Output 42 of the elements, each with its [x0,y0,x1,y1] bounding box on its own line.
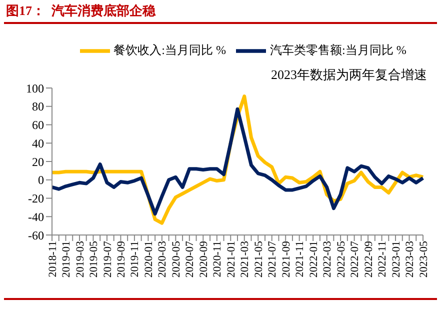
legend-label: 汽车类零售额:当月同比 % [270,42,406,57]
y-tick-label: 80 [32,100,44,114]
x-tick-label: 2021-03 [239,240,252,278]
x-tick-label: 2019-09 [116,240,128,278]
x-tick-label: 2020-03 [156,240,169,278]
y-tick-label: -40 [28,210,44,224]
x-tick-label: 2022-05 [335,240,348,278]
x-tick-label: 2019-11 [129,241,142,278]
x-tick-label: 2021-01 [225,241,238,278]
x-tick-label: 2022-01 [308,241,320,278]
x-tick-label: 2018-11 [46,241,59,278]
y-tick-label: 100 [26,81,44,96]
y-tick-label: -20 [28,192,44,206]
x-tick-label: 2020-09 [198,240,210,278]
x-tick-label: 2021-07 [266,240,279,278]
x-tick-label: 2022-09 [362,240,375,278]
text: 2023年数据为两年复合增速 [271,66,427,84]
x-tick-label: 2020-07 [184,240,196,278]
x-tick-label: 2019-03 [74,240,86,278]
y-tick-label: 20 [32,154,44,169]
x-tick-label: 2023-03 [404,240,416,278]
x-tick-label: 2023-05 [418,240,430,278]
x-tick-label: 2020-11 [212,241,224,278]
x-tick-label: 2021-09 [280,240,292,278]
line-series [50,107,425,216]
x-tick-label: 2022-11 [376,241,389,278]
y-tick-label: -60 [28,228,44,242]
x-tick-label: 2019-01 [60,241,73,278]
y-tick-label: 60 [32,118,44,132]
x-tick-label: 2020-05 [170,240,182,278]
x-tick-label: 2022-07 [349,240,362,278]
x-tick-label: 2020-01 [142,241,155,278]
x-tick-label: 2023-01 [390,241,402,278]
chart-title: 图17： 汽车消费底部企稳 [6,2,156,20]
x-tick-label: 2021-11 [294,241,306,278]
y-tick-label: 0 [38,173,44,188]
legend-label: 餐饮收入:当月同比 % [114,42,226,57]
x-tick-label: 2021-05 [252,240,265,278]
x-tick-label: 2019-07 [102,240,114,278]
x-tick-label: 2022-03 [322,240,334,278]
y-tick-label: 40 [32,136,44,150]
x-tick-label: 2019-05 [88,240,100,278]
